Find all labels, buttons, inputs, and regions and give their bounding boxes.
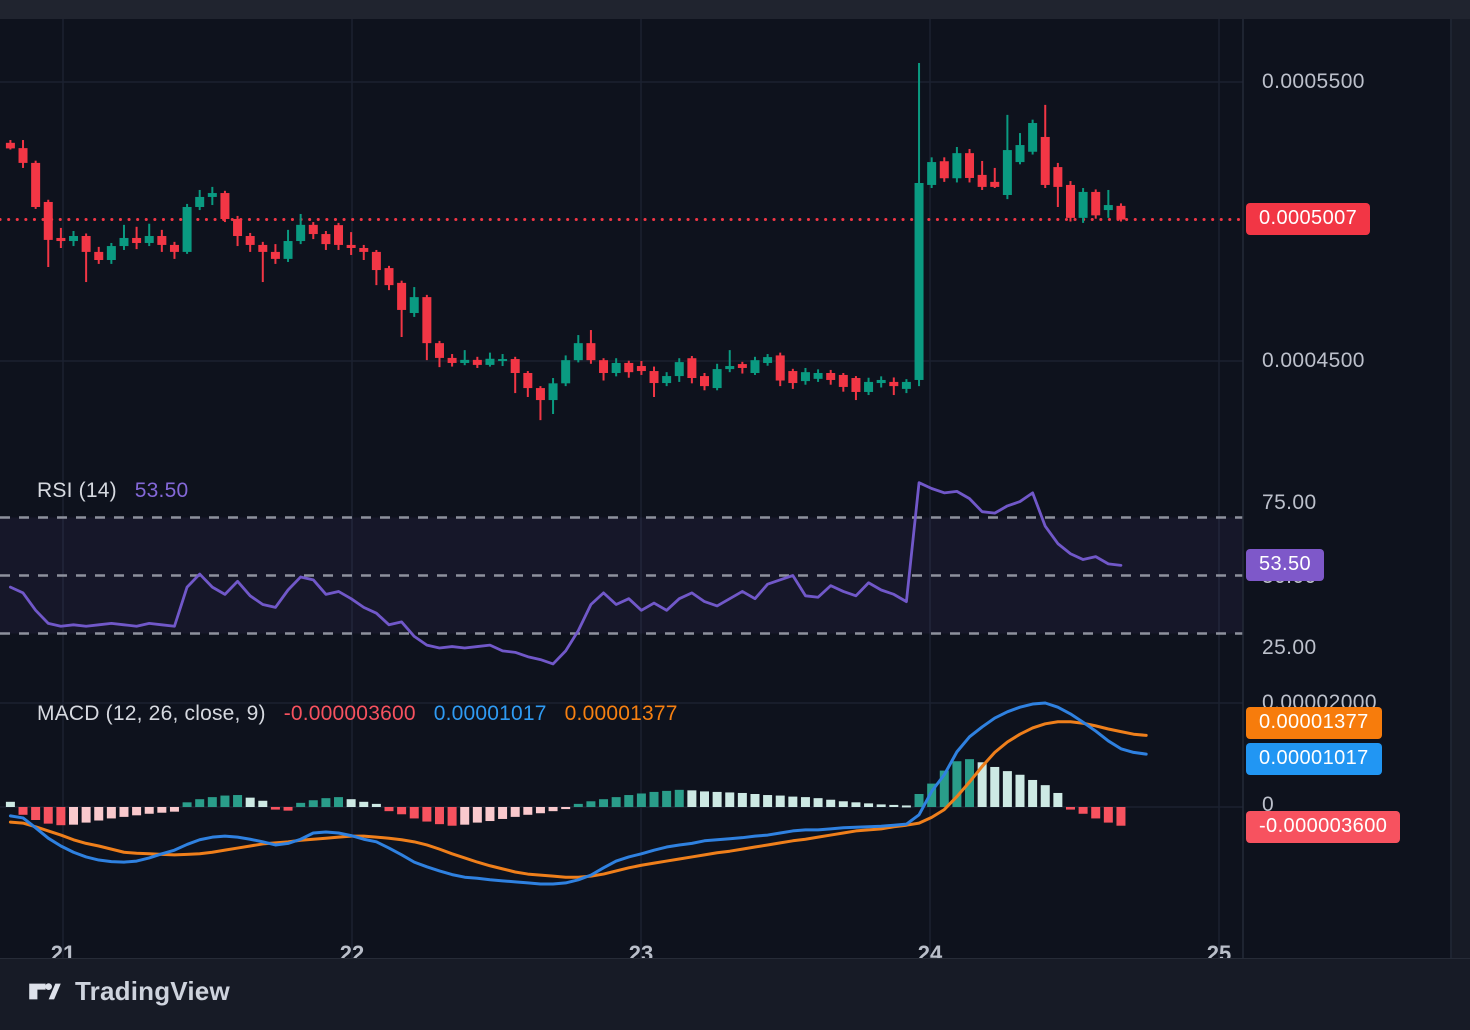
macd-line-value: 0.00001017 [433, 702, 547, 725]
price-axis-label-1: 0.0004500 [1262, 349, 1365, 372]
last-price-badge: 0.0005007 [1246, 203, 1371, 235]
macd-signal-value: 0.00001377 [564, 702, 678, 725]
rsi-value: 53.50 [134, 479, 189, 502]
macd-axis-label-1: 0 [1262, 793, 1275, 816]
macd-histogram-value: -0.000003600 [283, 702, 416, 725]
rsi-axis-label-2: 25.00 [1262, 636, 1317, 659]
chart-canvas[interactable] [0, 19, 1470, 958]
rsi-value-badge: 53.50 [1246, 549, 1325, 581]
rsi-axis-label-0: 75.00 [1262, 491, 1317, 514]
footer: TradingView [0, 958, 1470, 1030]
tradingview-logo[interactable]: TradingView [28, 976, 230, 1007]
macd-value-badge-0: 0.00001377 [1246, 707, 1382, 739]
rsi-label: RSI (14) [37, 479, 117, 502]
macd-value-badge-1: 0.00001017 [1246, 743, 1382, 775]
tradingview-logo-icon [29, 983, 61, 1000]
macd-value-badge-2: -0.000003600 [1246, 811, 1401, 843]
price-axis-label-0: 0.0005500 [1262, 70, 1365, 93]
macd-label: MACD (12, 26, close, 9) [37, 702, 266, 725]
tradingview-logo-text: TradingView [75, 976, 230, 1006]
price-axis[interactable]: 0.00055000.000450075.0050.0025.000.00002… [1243, 19, 1452, 958]
rsi-legend[interactable]: RSI (14) 53.50 [37, 479, 188, 503]
top-strip [0, 0, 1470, 19]
macd-legend[interactable]: MACD (12, 26, close, 9) -0.000003600 0.0… [37, 702, 678, 726]
